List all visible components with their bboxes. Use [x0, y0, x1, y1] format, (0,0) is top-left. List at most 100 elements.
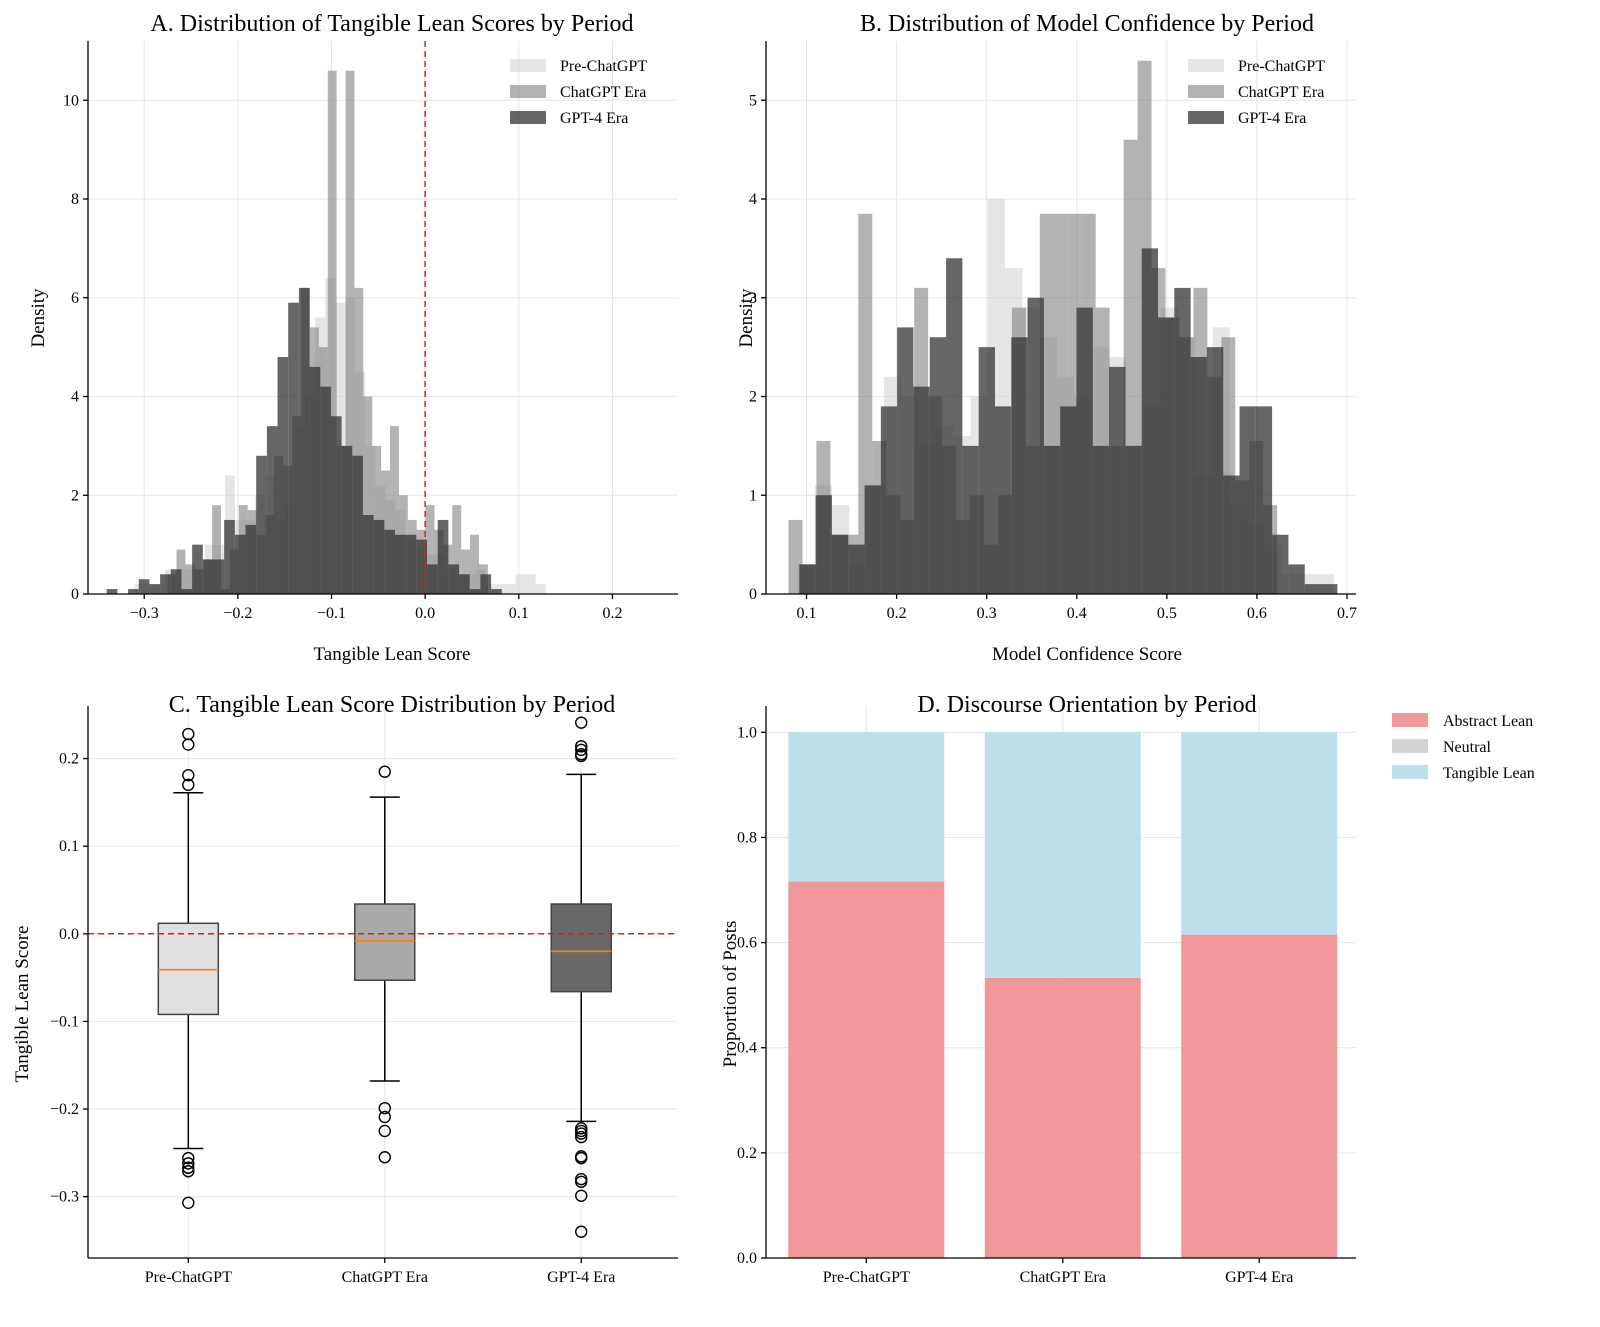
- legend-label: Pre-ChatGPT: [560, 58, 647, 75]
- histogram-bar: [480, 574, 492, 594]
- legend-label: Abstract Lean: [1443, 713, 1533, 730]
- x-tick-label: Pre-ChatGPT: [145, 1269, 232, 1286]
- legend-swatch: [1392, 765, 1428, 779]
- outlier-point: [575, 1127, 588, 1140]
- histogram-bar: [461, 549, 471, 594]
- legend-label: ChatGPT Era: [1238, 84, 1324, 101]
- y-tick-label: 0.2: [737, 1145, 757, 1162]
- histogram-bar: [1190, 357, 1207, 594]
- stacked-bar-segment-abstract-lean: [984, 977, 1141, 1258]
- outlier-point: [575, 1130, 588, 1144]
- y-tick-label: 0.2: [59, 751, 79, 768]
- legend-label: GPT-4 Era: [560, 110, 628, 127]
- histogram-bar: [1288, 564, 1305, 594]
- y-tick-label: 2: [749, 389, 757, 406]
- outlier-point: [378, 1124, 391, 1138]
- histogram-bar: [160, 574, 171, 594]
- x-tick-label: ChatGPT Era: [1020, 1269, 1106, 1286]
- x-tick-label: −0.1: [317, 605, 346, 622]
- histogram-bar: [277, 357, 289, 594]
- panel-a-title: A. Distribution of Tangible Lean Scores …: [150, 11, 633, 37]
- histogram-bar: [352, 455, 363, 594]
- histogram-bar: [192, 544, 203, 594]
- legend-label: Tangible Lean: [1443, 765, 1535, 782]
- y-tick-label: 6: [71, 290, 79, 307]
- outlier-point: [182, 778, 195, 792]
- x-tick-label: −0.2: [223, 605, 252, 622]
- outlier-point: [378, 1110, 391, 1124]
- histogram-bar: [212, 505, 221, 594]
- histogram-bar: [288, 302, 299, 594]
- histogram-bar: [1321, 584, 1338, 594]
- histogram-bar: [149, 584, 161, 594]
- x-tick-label: Pre-ChatGPT: [823, 1269, 910, 1286]
- x-tick-label: 0.5: [1157, 605, 1177, 622]
- histogram-bar: [327, 70, 337, 594]
- histogram-bar: [448, 564, 460, 594]
- histogram-bar: [799, 564, 816, 594]
- outlier-point: [182, 738, 195, 751]
- y-tick-label: 8: [71, 191, 79, 208]
- histogram-bar: [525, 574, 536, 594]
- legend-swatch: [510, 111, 546, 124]
- outlier-point: [575, 1175, 588, 1188]
- x-tick-label: GPT-4 Era: [547, 1269, 615, 1286]
- histogram-bar: [946, 258, 963, 594]
- outlier-point: [182, 1161, 195, 1174]
- histogram-bar: [1239, 406, 1256, 594]
- legend-swatch: [1188, 111, 1224, 124]
- outlier-point: [575, 1225, 588, 1238]
- outlier-point: [182, 1151, 195, 1165]
- histogram-bar: [864, 485, 881, 594]
- histogram-bar: [1158, 317, 1175, 594]
- outlier-point: [575, 716, 588, 729]
- histogram-bar: [394, 534, 406, 594]
- outlier-point: [575, 1151, 588, 1165]
- stacked-bar-segment-tangible-lean: [984, 732, 1141, 978]
- histogram-bar: [491, 589, 502, 594]
- histogram-bar: [452, 505, 462, 594]
- histogram-bar: [1011, 337, 1028, 594]
- histogram-bar: [213, 559, 225, 594]
- histogram-bar: [298, 287, 310, 594]
- histogram-bar: [405, 534, 417, 594]
- histogram-bar: [994, 406, 1012, 594]
- outlier-point: [182, 1165, 195, 1178]
- y-tick-label: 0.4: [737, 1040, 757, 1057]
- histogram-bar: [1027, 297, 1044, 594]
- histogram-bar: [470, 534, 479, 594]
- histogram-bar: [913, 386, 930, 594]
- panel-c-boxplot: C. Tangible Lean Score Distribution by P…: [12, 692, 678, 1286]
- histogram-bar: [170, 569, 182, 594]
- y-tick-label: 5: [749, 92, 757, 109]
- x-tick-label: 0.6: [1247, 605, 1267, 622]
- panel-d-ylabel: Proportion of Posts: [720, 921, 741, 1068]
- histogram-bar: [106, 589, 118, 594]
- histogram-bar: [880, 406, 898, 594]
- histogram-bar: [978, 347, 995, 594]
- histogram-bar: [515, 574, 526, 594]
- histogram-bar: [362, 515, 374, 594]
- y-tick-label: 1: [749, 487, 757, 504]
- x-tick-label: 0.2: [602, 605, 622, 622]
- legend-label: ChatGPT Era: [560, 84, 646, 101]
- y-tick-label: 0.0: [59, 926, 79, 943]
- panel-a-histogram: A. Distribution of Tangible Lean Scores …: [28, 11, 678, 665]
- histogram-bar: [1060, 406, 1077, 594]
- histogram-bar: [185, 564, 195, 594]
- panel-c-title: C. Tangible Lean Score Distribution by P…: [169, 692, 615, 718]
- x-tick-label: 0.2: [887, 605, 907, 622]
- x-tick-label: 0.0: [415, 605, 435, 622]
- histogram-bar: [425, 505, 435, 594]
- histogram-bar: [266, 426, 278, 594]
- outlier-point: [378, 765, 391, 778]
- outlier-point: [575, 743, 588, 757]
- histogram-bar: [373, 519, 385, 594]
- stacked-bar-segment-tangible-lean: [788, 732, 945, 882]
- x-tick-label: 0.1: [509, 605, 529, 622]
- histogram-bar: [831, 534, 849, 594]
- histogram-bar: [788, 519, 803, 594]
- outlier-point: [575, 1189, 588, 1202]
- y-tick-label: 4: [749, 191, 757, 208]
- y-tick-label: −0.3: [50, 1189, 79, 1206]
